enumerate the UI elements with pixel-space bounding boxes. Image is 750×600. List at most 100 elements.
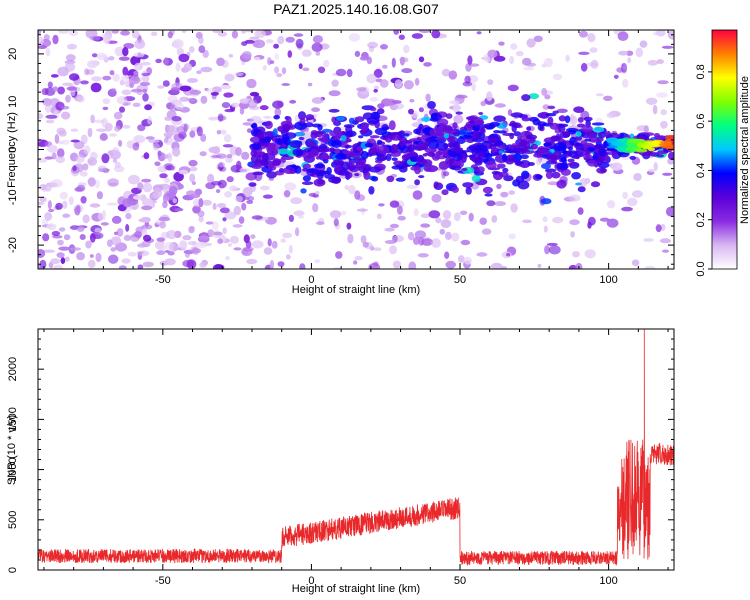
spectrogram-cell: [305, 140, 317, 147]
spectrogram-cell: [485, 160, 497, 170]
spectrogram-cell: [171, 115, 182, 122]
spectrogram-cell: [249, 36, 260, 40]
colorbar-tick-label: 0.4: [695, 163, 707, 178]
spectrogram-cell: [172, 39, 184, 49]
spectrogram-cell: [413, 208, 419, 217]
spectrogram-cell: [577, 117, 584, 123]
spectrogram-cell: [276, 73, 283, 78]
spectrogram-cell: [50, 258, 61, 265]
spectrogram-cell: [241, 151, 250, 160]
spectrogram-cell: [498, 171, 509, 178]
spectrogram-cell: [298, 63, 303, 70]
spectrogram-cell: [459, 135, 473, 140]
spectrogram-cell: [196, 126, 203, 137]
spectrogram-y-ticks: -20 -10 0 10 20: [7, 34, 674, 265]
spectrogram-cell: [580, 62, 588, 72]
spectrogram-cell: [58, 227, 66, 232]
spectrogram-cell: [200, 231, 208, 242]
spectrogram-cell: [476, 166, 485, 174]
spectrogram-cell: [332, 159, 344, 166]
spectrogram-cell: [631, 190, 643, 198]
spectrogram-cell: [541, 63, 547, 68]
spectrogram-cell: [606, 112, 616, 119]
spectrogram-cell: [532, 118, 541, 126]
spectrogram-cell: [457, 150, 469, 153]
spectrogram-cell: [109, 70, 115, 76]
spectrogram-cell: [592, 152, 598, 161]
spectrogram-cell: [407, 146, 413, 153]
spectrogram-cell: [103, 35, 111, 44]
spectrogram-cell: [181, 30, 187, 34]
spectrogram-cell: [258, 131, 264, 139]
spectrogram-cell: [246, 200, 254, 204]
spectrogram-cell: [344, 144, 353, 149]
spectrogram-peak-cell: [650, 140, 660, 147]
spectrogram-cell: [52, 34, 59, 45]
spectrogram-cell: [315, 221, 325, 226]
spectrogram-cell: [113, 111, 123, 120]
spectrogram-cell: [278, 168, 285, 173]
spectrogram-cell: [274, 66, 280, 74]
spectrogram-cell: [574, 142, 583, 147]
spectrogram-cell: [307, 82, 313, 87]
spectrogram-cell: [145, 136, 155, 140]
spectrogram-cell: [376, 139, 383, 145]
spectrogram-cell: [110, 88, 117, 92]
spectrogram-cell: [528, 93, 540, 100]
spectrogram-cell: [537, 124, 544, 131]
spectrogram-y-label: Frequency (Hz): [6, 112, 18, 188]
spectrogram-cell: [410, 156, 419, 162]
spectrogram-cell: [300, 188, 307, 194]
spectrogram-cell: [391, 165, 404, 170]
spectrogram-cell: [155, 58, 162, 64]
spectrogram-cell: [545, 160, 558, 165]
spectrogram-cell: [272, 100, 284, 109]
spectrogram-cell: [494, 103, 506, 108]
spectrogram-cell: [226, 176, 234, 183]
spectrogram-cell: [58, 30, 69, 34]
spectrogram-cell: [464, 75, 471, 84]
spectrogram-cell: [178, 169, 189, 175]
spectrogram-cell: [610, 162, 623, 171]
spectrogram-cell: [138, 218, 151, 223]
spectrogram-cell: [162, 193, 169, 204]
spectrogram-cell: [233, 247, 242, 251]
spectrogram-cell: [551, 171, 561, 179]
spectrogram-cell: [598, 131, 607, 138]
spectrogram-cell: [186, 259, 197, 269]
spectrogram-cell: [462, 81, 473, 87]
spectrogram-cell: [587, 132, 596, 139]
spectrogram-cell: [590, 181, 601, 188]
spectrogram-cell: [329, 210, 342, 219]
spectrogram-cell: [302, 67, 310, 72]
spectrogram-cell: [431, 238, 441, 248]
spectrogram-cell: [68, 30, 79, 37]
spectrogram-cell: [441, 189, 449, 196]
spectrogram-cell: [398, 130, 406, 139]
spectrogram-cell: [554, 142, 567, 151]
spectrogram-cell: [414, 230, 427, 239]
spectrogram-cell: [207, 229, 215, 238]
snr-y-tick-label: 500: [7, 511, 19, 529]
spectrogram-cell: [44, 212, 53, 221]
spectrogram-cell: [333, 121, 342, 126]
spectrogram-cell: [312, 35, 323, 44]
spectrogram-cell: [452, 153, 463, 162]
spectrogram-cell: [494, 201, 506, 207]
spectrogram-cell: [581, 125, 593, 133]
spectrogram-cell: [122, 124, 131, 129]
spectrogram-cell: [56, 148, 65, 158]
spectrogram-cell: [436, 118, 449, 127]
spectrogram-cell: [456, 94, 468, 99]
spectrogram-cell: [476, 31, 482, 35]
spectrogram-cell: [208, 116, 219, 121]
spectrogram-cell: [439, 228, 446, 235]
spectrogram-cell: [223, 134, 232, 143]
spectrogram-cell: [424, 147, 437, 153]
spectrogram-cell: [606, 200, 616, 209]
spectrogram-cell: [75, 154, 85, 164]
spectrogram-cell: [502, 133, 515, 136]
spectrogram-cell: [662, 172, 673, 176]
spectrogram-cell: [328, 90, 341, 97]
spectrogram-cell: [435, 141, 449, 151]
